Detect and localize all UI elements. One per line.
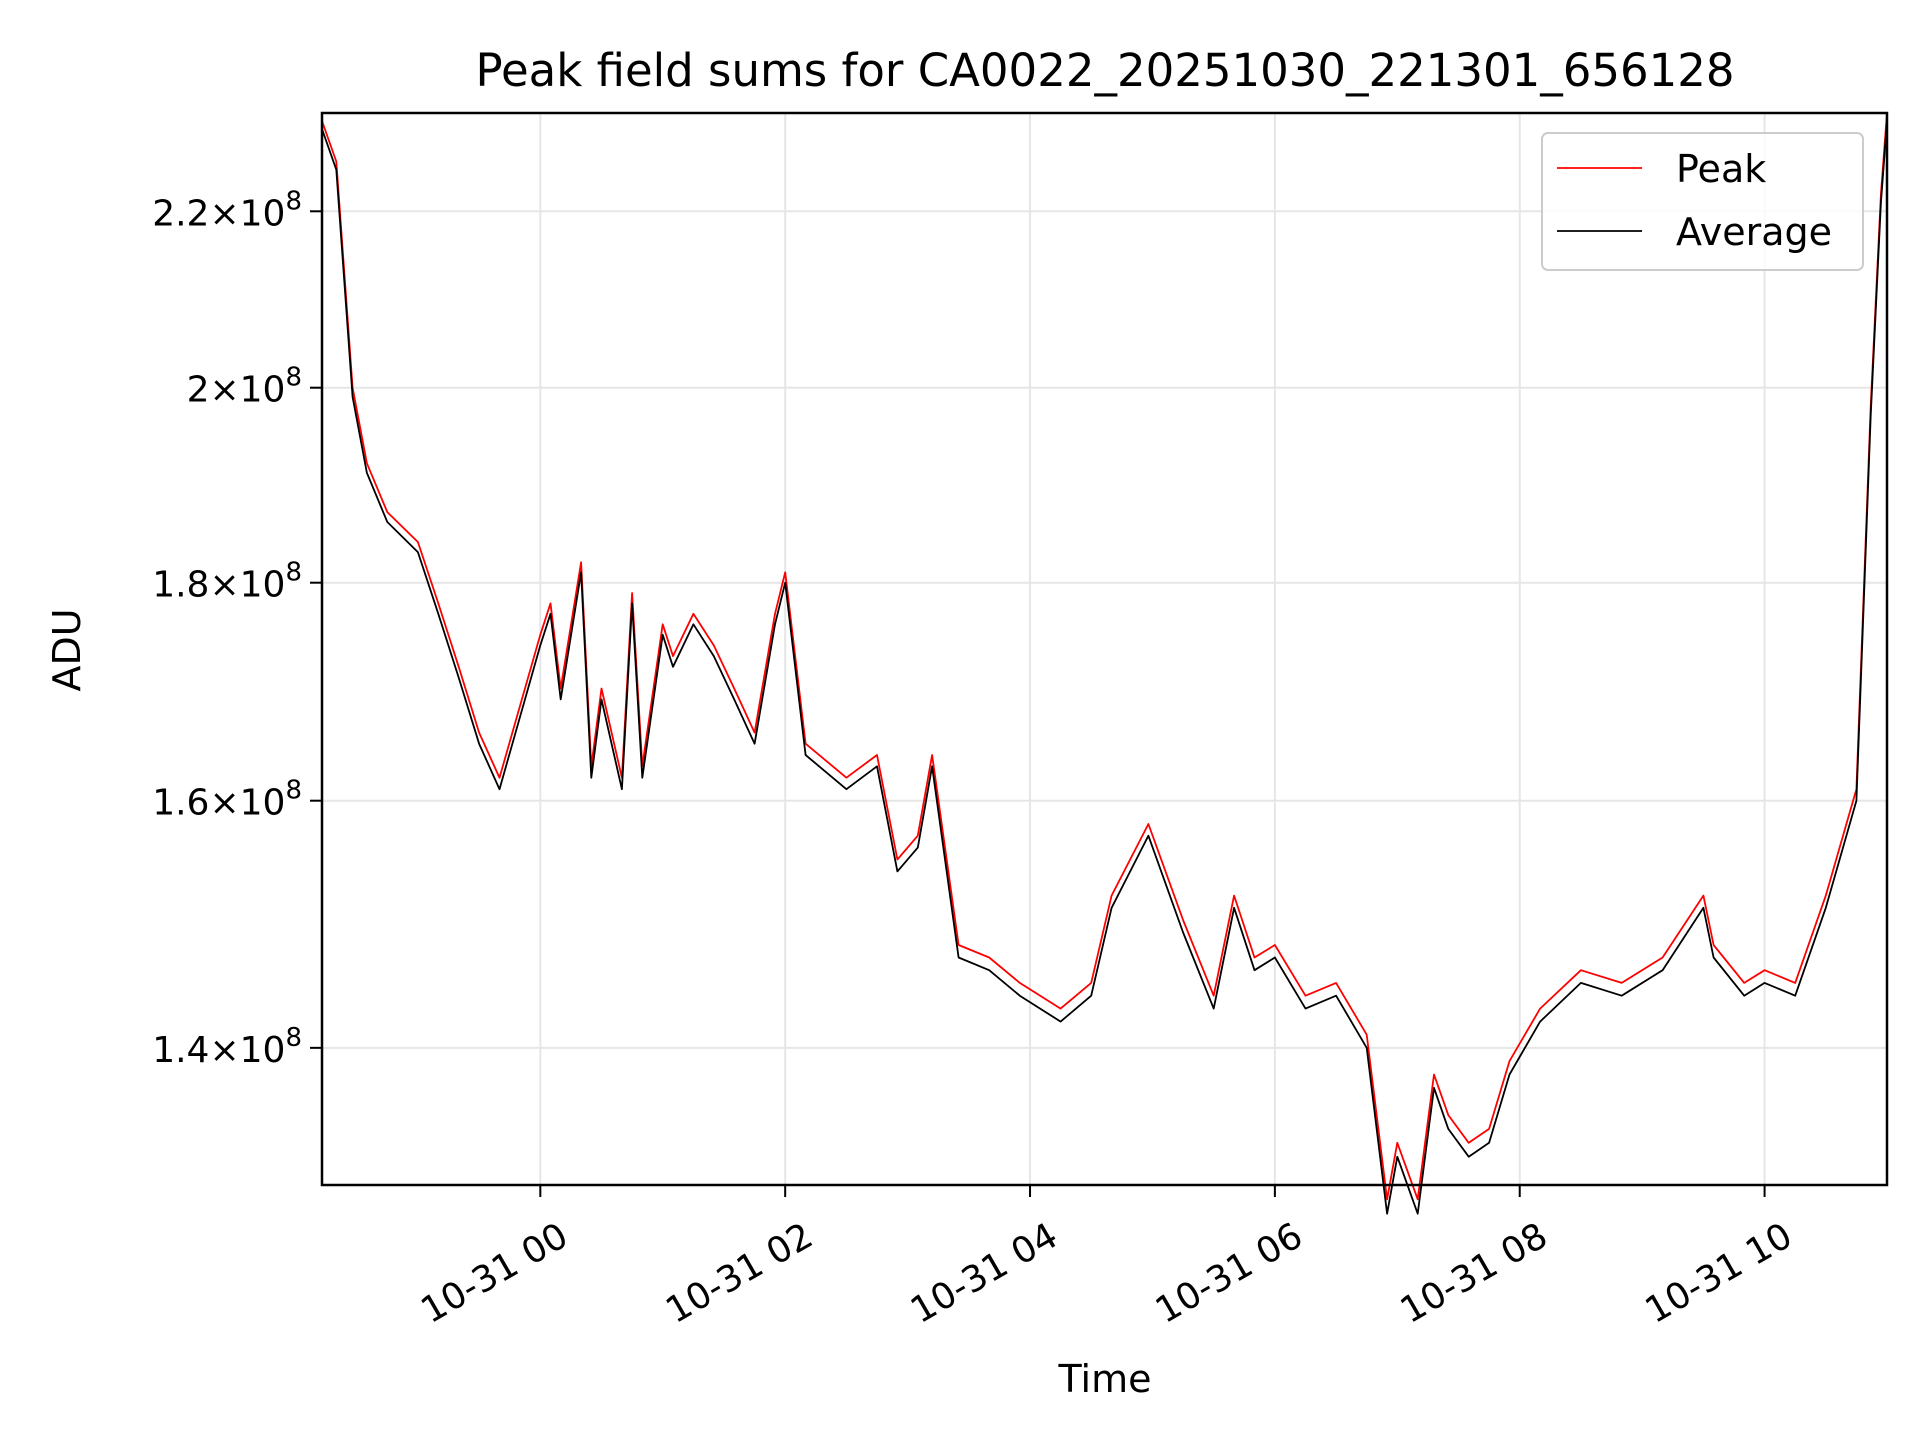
chart-title: Peak field sums for CA0022_20251030_2213… — [475, 44, 1734, 97]
series-line-peak — [321, 112, 1888, 1201]
x-axis-label: Time — [1058, 1357, 1152, 1401]
y-tick-label: 1.4×108 — [152, 1023, 302, 1071]
series-line-average — [321, 120, 1888, 1215]
y-tick-label: 2.2×108 — [152, 186, 302, 234]
plot-frame — [320, 111, 1889, 1187]
y-tick-label: 2×108 — [187, 363, 302, 411]
y-tick-label: 1.8×108 — [152, 558, 302, 606]
legend-label-peak: Peak — [1676, 147, 1766, 191]
legend: Peak Average — [1541, 132, 1864, 271]
series-lines — [321, 112, 1888, 1215]
legend-label-average: Average — [1676, 210, 1832, 254]
y-axis-label: ADU — [45, 608, 89, 691]
y-tick-label: 1.6×108 — [152, 776, 302, 824]
